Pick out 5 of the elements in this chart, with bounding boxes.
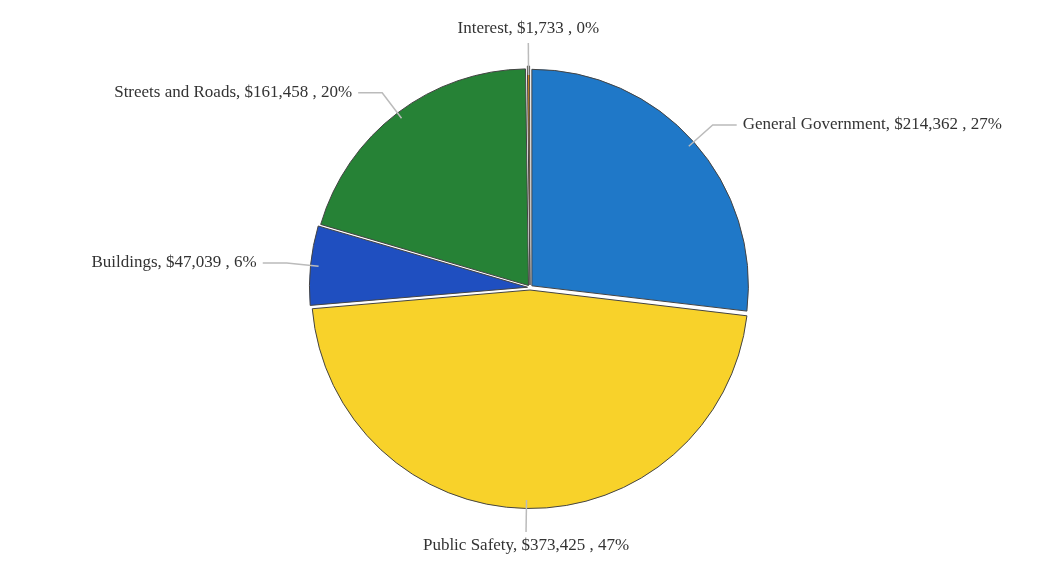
slice-label: Streets and Roads, $161,458 , 20% [114,82,353,102]
slice-label: Interest, $1,733 , 0% [457,18,600,38]
slice-label: General Government, $214,362 , 27% [742,114,1002,134]
slice-label: Public Safety, $373,425 , 47% [422,535,630,555]
slice-label: Buildings, $47,039 , 6% [91,252,257,272]
